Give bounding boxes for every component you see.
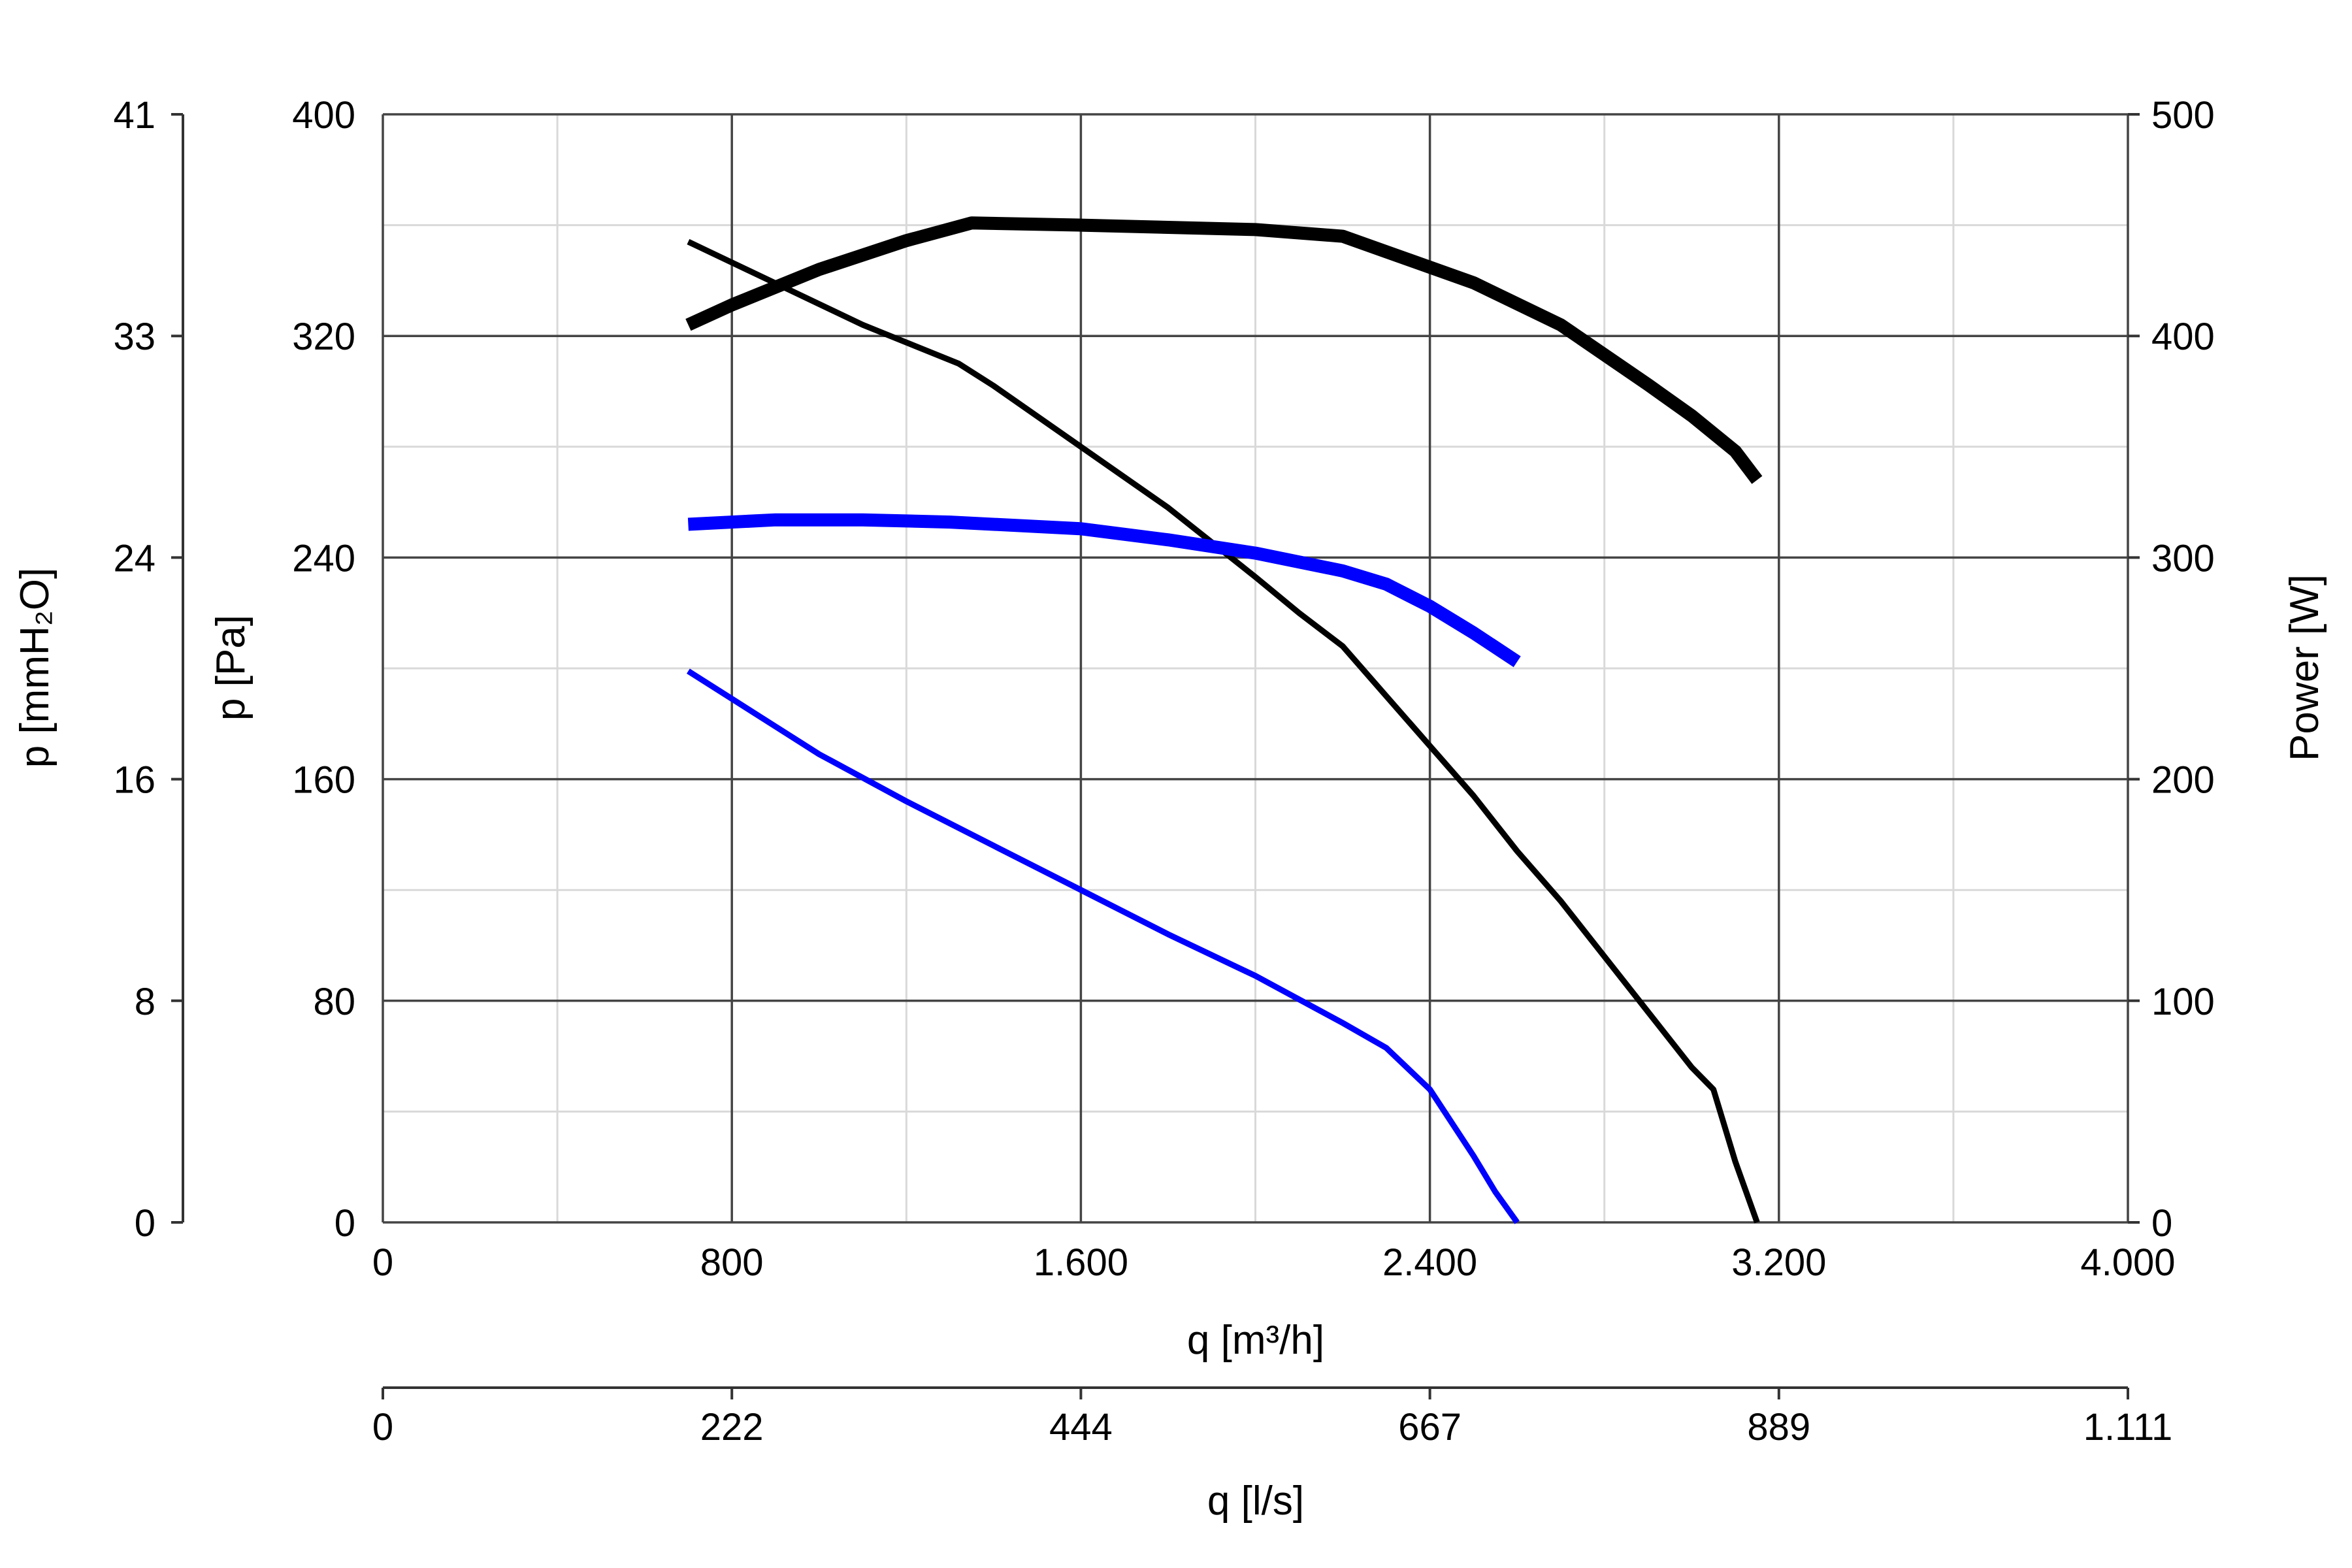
series-line-2 (685, 216, 1763, 484)
y-power-tick-label: 200 (2151, 759, 2215, 802)
grid-minor (383, 114, 2128, 1222)
y-pressure-tick-label: 0 (335, 1202, 355, 1245)
x2-tick-label: 0 (372, 1406, 393, 1448)
x-tick-label: 1.600 (1034, 1241, 1128, 1284)
y-mmh2o-tick-label: 33 (113, 316, 155, 358)
x-tick-label: 3.200 (1731, 1241, 1826, 1284)
y-pressure-axis-title: p [Pa] (208, 615, 253, 721)
series-line-4 (687, 513, 1521, 668)
y-pressure-tick-label: 400 (292, 94, 355, 137)
y-pressure-tick-label: 320 (292, 316, 355, 358)
y-power-tick-label: 300 (2151, 537, 2215, 580)
x2-tick-label: 444 (1049, 1406, 1113, 1448)
y-power-tick-label: 0 (2151, 1202, 2172, 1245)
series-line-1 (687, 238, 1760, 1224)
x-tick-label: 0 (372, 1241, 393, 1284)
y-mmh2o-tick-label: 41 (113, 94, 155, 137)
y-mmh2o-tick-label: 0 (135, 1202, 155, 1245)
y-power-tick-label: 500 (2151, 94, 2215, 137)
series-line-3 (686, 668, 1520, 1224)
x-tick-label: 800 (700, 1241, 764, 1284)
x-tick-label: 4.000 (2080, 1241, 2175, 1284)
y-power-tick-label: 400 (2151, 316, 2215, 358)
y-power-axis-title: Power [W] (2282, 574, 2327, 761)
x2-tick-label: 1.111 (2083, 1406, 2173, 1448)
x2-tick-label: 667 (1398, 1406, 1462, 1448)
y-pressure-tick-label: 80 (313, 981, 355, 1023)
y-pressure-tick-label: 160 (292, 759, 355, 802)
data-series (685, 216, 1763, 1224)
y-mmh2o-tick-label: 16 (113, 759, 155, 802)
y-mmh2o-axis-title: p [mmH₂O] (12, 568, 57, 768)
x2-axis-title: q [l/s] (1207, 1478, 1304, 1524)
y-power-tick-label: 100 (2151, 981, 2215, 1023)
y-pressure-tick-label: 240 (292, 537, 355, 580)
y-mmh2o-tick-label: 24 (113, 537, 155, 580)
x2-tick-label: 222 (700, 1406, 764, 1448)
axes (171, 113, 2140, 1399)
x-tick-label: 2.400 (1382, 1241, 1477, 1284)
y-mmh2o-tick-label: 8 (135, 981, 155, 1023)
x-axis-title: q [m³/h] (1187, 1318, 1324, 1363)
x2-tick-label: 889 (1747, 1406, 1810, 1448)
